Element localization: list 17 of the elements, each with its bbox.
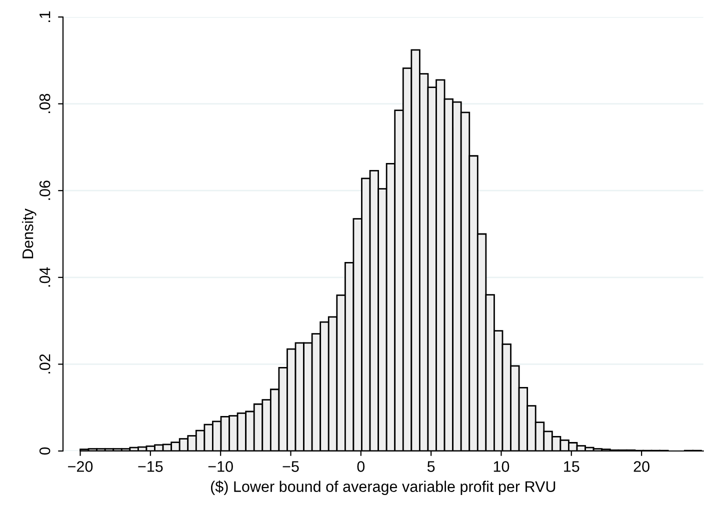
x-tick-label: 5 xyxy=(427,461,435,472)
y-tick-label: .08 xyxy=(39,94,50,114)
x-tick-label: 15 xyxy=(564,461,580,472)
y-tick-label: .02 xyxy=(39,354,50,374)
y-tick-label: 0 xyxy=(39,447,50,455)
y-tick-label: .1 xyxy=(40,11,50,22)
y-axis-title: Density xyxy=(22,208,36,258)
y-tick-label: .04 xyxy=(39,267,50,287)
y-tick-label: .06 xyxy=(39,180,50,200)
x-tick-label: 0 xyxy=(357,461,365,472)
x-axis-title: ($) Lower bound of average variable profit per RVU xyxy=(211,480,556,495)
x-tick-label: −10 xyxy=(208,461,233,472)
x-tick-label: −5 xyxy=(282,461,299,472)
x-tick-label: 10 xyxy=(494,461,510,472)
x-tick-label: −20 xyxy=(68,461,93,472)
x-tick-label: 20 xyxy=(634,461,650,472)
x-tick-label: −15 xyxy=(138,461,163,472)
